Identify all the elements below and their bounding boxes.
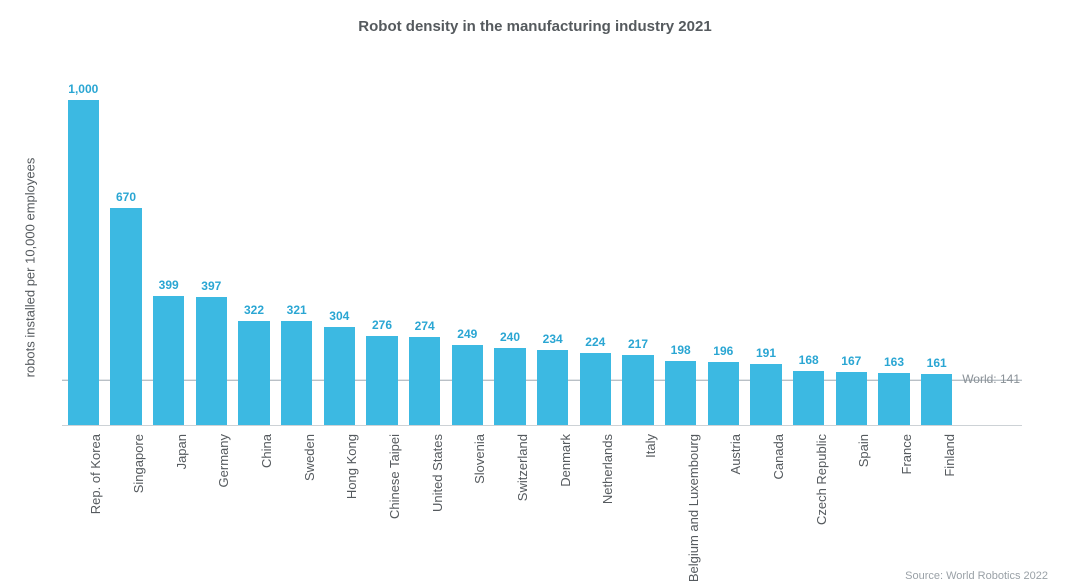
bar: 234 (537, 350, 569, 426)
x-axis-label: Slovenia (472, 434, 487, 484)
x-axis-label: Rep. of Korea (88, 434, 103, 514)
bar-value-label: 321 (287, 303, 307, 317)
bar: 397 (196, 297, 228, 426)
bar-value-label: 168 (799, 353, 819, 367)
x-axis-label: Sweden (302, 434, 317, 481)
bar: 191 (750, 364, 782, 426)
bar: 274 (409, 337, 441, 426)
bar-rect (281, 321, 313, 426)
x-axis-label: Italy (643, 434, 658, 458)
bar-rect (921, 374, 953, 426)
bar: 321 (281, 321, 313, 426)
source-note: Source: World Robotics 2022 (905, 570, 1048, 582)
x-axis-label: Switzerland (515, 434, 530, 501)
x-axis-label: Denmark (558, 434, 573, 487)
bar-rect (110, 208, 142, 426)
bar-rect (580, 353, 612, 426)
bar-value-label: 191 (756, 346, 776, 360)
bar-rect (452, 345, 484, 426)
x-axis-label: Japan (174, 434, 189, 469)
plot-area: World: 141 1,000670399397322321304276274… (62, 100, 1022, 426)
bar: 198 (665, 361, 697, 426)
bar-value-label: 161 (927, 356, 947, 370)
x-axis-label: Canada (771, 434, 786, 480)
y-axis-label: robots installed per 10,000 employees (23, 128, 38, 408)
bar-value-label: 1,000 (68, 82, 98, 96)
bar-rect (708, 362, 740, 426)
chart-container: Robot density in the manufacturing indus… (0, 0, 1070, 584)
x-axis-label: France (899, 434, 914, 474)
bar-value-label: 167 (841, 354, 861, 368)
bar-rect (68, 100, 100, 426)
x-axis-label: Belgium and Luxembourg (686, 434, 701, 582)
bar: 670 (110, 208, 142, 426)
bar-value-label: 322 (244, 303, 264, 317)
bar-rect (665, 361, 697, 426)
x-axis-label: Netherlands (600, 434, 615, 504)
bar-rect (793, 371, 825, 426)
bar-rect (836, 372, 868, 426)
bar: 399 (153, 296, 185, 426)
bar: 1,000 (68, 100, 100, 426)
x-axis-label: Singapore (131, 434, 146, 493)
bar: 161 (921, 374, 953, 426)
x-axis-label: Spain (856, 434, 871, 467)
bar: 163 (878, 373, 910, 426)
bar-value-label: 196 (713, 344, 733, 358)
bar-value-label: 198 (671, 343, 691, 357)
bar-rect (196, 297, 228, 426)
bar-rect (494, 348, 526, 426)
bars-group: 1,000 670 399 397 322 321 304 276 274 249 240 234 22… (62, 100, 1022, 426)
x-axis-label: Finland (942, 434, 957, 477)
bar-rect (153, 296, 185, 426)
x-axis-label: Hong Kong (344, 434, 359, 499)
x-axis-label: Germany (216, 434, 231, 487)
bar-value-label: 670 (116, 190, 136, 204)
bar: 249 (452, 345, 484, 426)
bar-rect (324, 327, 356, 426)
bar-value-label: 217 (628, 337, 648, 351)
bar-rect (622, 355, 654, 426)
bar-value-label: 224 (585, 335, 605, 349)
bar: 224 (580, 353, 612, 426)
bar: 322 (238, 321, 270, 426)
bar-value-label: 163 (884, 355, 904, 369)
bar: 167 (836, 372, 868, 426)
x-axis-label: Czech Republic (814, 434, 829, 525)
bar-value-label: 304 (329, 309, 349, 323)
bar: 168 (793, 371, 825, 426)
x-axis-label: Austria (728, 434, 743, 474)
chart-title: Robot density in the manufacturing indus… (0, 18, 1070, 35)
x-axis-labels: Rep. of Korea Singapore Japan Germany China S… (62, 426, 1022, 576)
bar-value-label: 274 (415, 319, 435, 333)
bar-value-label: 249 (457, 327, 477, 341)
x-axis-label: China (259, 434, 274, 468)
bar-value-label: 234 (543, 332, 563, 346)
x-axis-label: Chinese Taipei (387, 434, 402, 519)
bar: 240 (494, 348, 526, 426)
bar: 304 (324, 327, 356, 426)
bar-rect (878, 373, 910, 426)
bar-rect (366, 336, 398, 426)
bar-value-label: 397 (201, 279, 221, 293)
bar-value-label: 399 (159, 278, 179, 292)
bar: 196 (708, 362, 740, 426)
bar-rect (537, 350, 569, 426)
bar-value-label: 276 (372, 318, 392, 332)
bar: 217 (622, 355, 654, 426)
bar-rect (238, 321, 270, 426)
x-axis-label: United States (430, 434, 445, 512)
bar: 276 (366, 336, 398, 426)
bar-value-label: 240 (500, 330, 520, 344)
bar-rect (409, 337, 441, 426)
bar-rect (750, 364, 782, 426)
